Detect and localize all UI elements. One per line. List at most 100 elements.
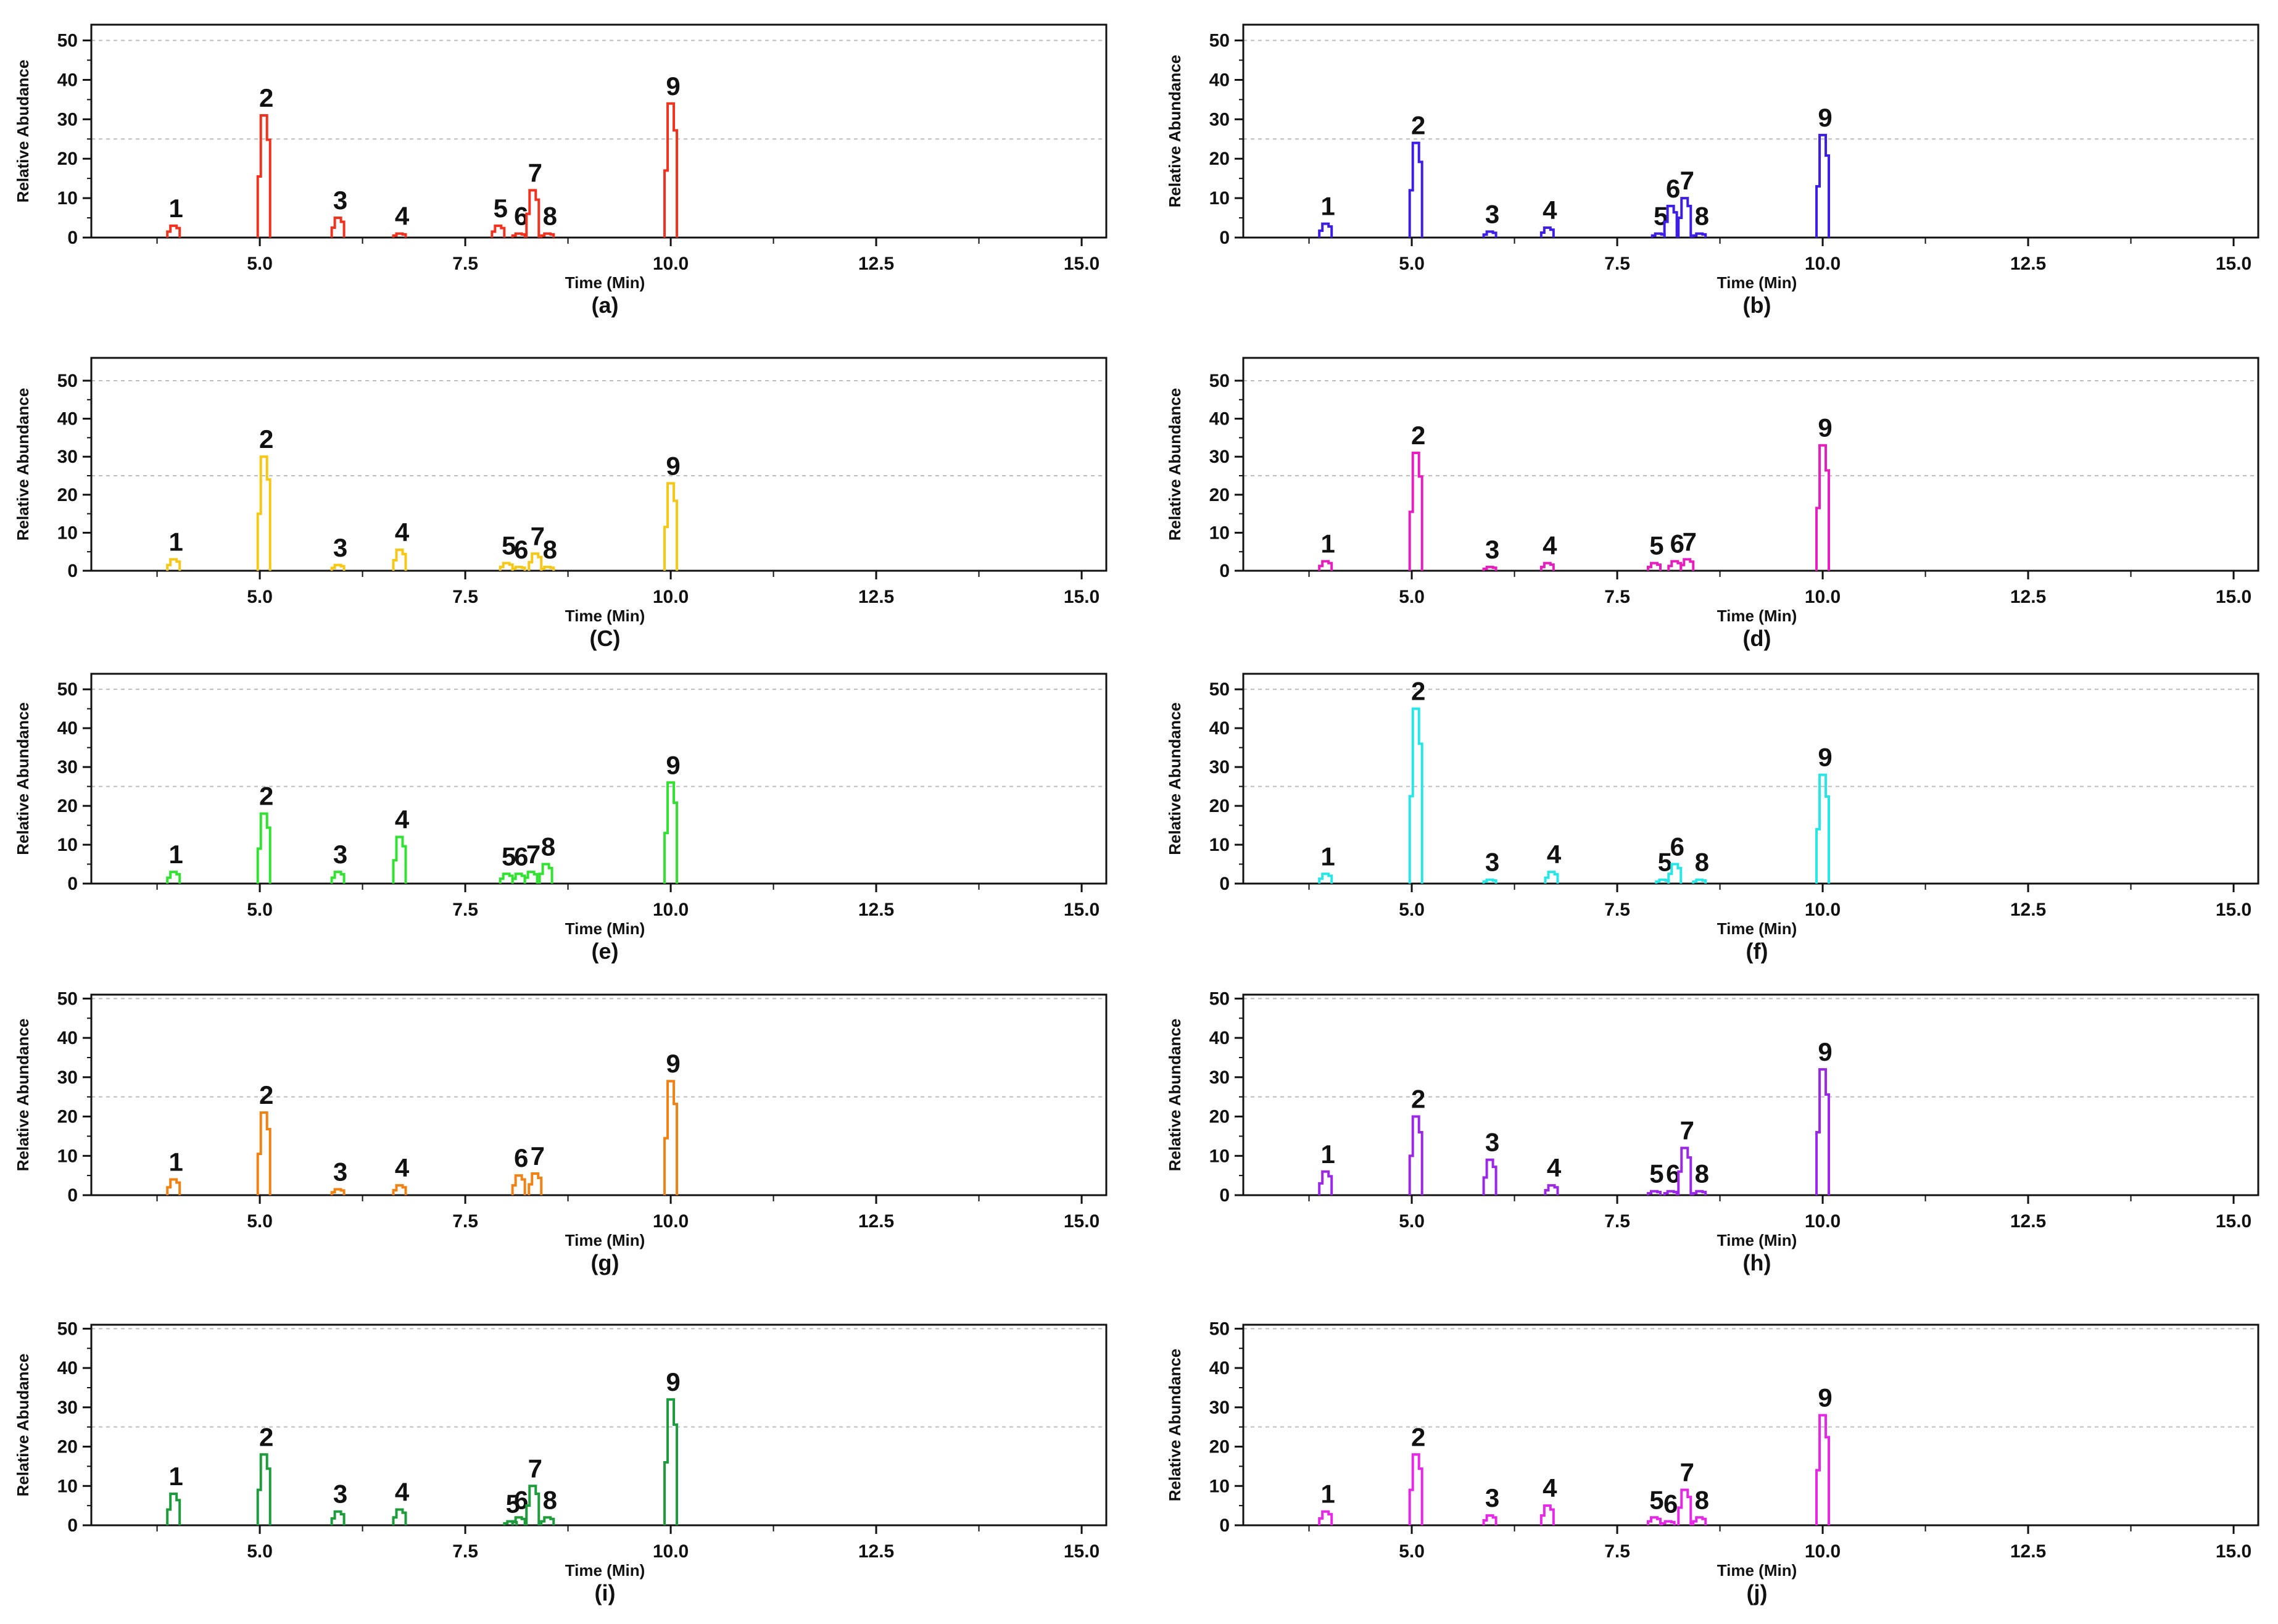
peak-label: 8	[1695, 848, 1709, 877]
peak-label: 8	[543, 202, 557, 231]
peak-trace	[1692, 878, 1707, 884]
y-tick-label: 20	[57, 1107, 78, 1127]
peak-trace	[1408, 1115, 1423, 1195]
peak-trace	[540, 1516, 555, 1525]
x-tick-label: 5.0	[247, 1541, 273, 1562]
y-tick-label: 0	[67, 874, 78, 894]
y-tick-label: 10	[1209, 1476, 1230, 1496]
y-tick-label: 50	[1209, 1319, 1230, 1339]
x-tick-label: 12.5	[858, 1211, 894, 1232]
y-tick-label: 30	[1209, 1067, 1230, 1088]
peak-trace	[1318, 1170, 1333, 1195]
peak-trace	[392, 835, 407, 884]
y-tick-label: 0	[67, 561, 78, 581]
x-tick-label: 10.0	[653, 1541, 689, 1562]
y-tick-label: 20	[1209, 1437, 1230, 1457]
y-tick-label: 0	[1219, 561, 1230, 581]
peak-trace	[1646, 1516, 1662, 1525]
y-tick-label: 20	[57, 796, 78, 816]
peak-label: 7	[531, 521, 545, 550]
peak-label: 6	[1663, 1489, 1678, 1518]
plot-frame	[90, 357, 1108, 572]
peak-trace	[511, 1516, 526, 1525]
y-tick-label: 10	[1209, 835, 1230, 855]
peak-trace	[523, 871, 539, 884]
chart-panel: 0 10 20 30 40 50 5.0 7.5 10.0 12.5 15.0 Time (Min) R…	[14, 23, 1108, 318]
x-tick-label: 5.0	[247, 1211, 273, 1232]
y-tick-label: 30	[1209, 757, 1230, 777]
peak-label: 9	[666, 1367, 680, 1396]
x-tick-label: 5.0	[1399, 1541, 1425, 1562]
panel-caption: (i)	[594, 1580, 615, 1605]
peak-label: 2	[259, 1422, 273, 1451]
peak-trace	[1646, 561, 1662, 571]
peak-trace	[1408, 1453, 1423, 1525]
x-tick-label: 7.5	[1604, 1211, 1630, 1232]
peak-label: 1	[1321, 842, 1335, 871]
y-tick-label: 10	[1209, 188, 1230, 209]
peak-label: 4	[395, 805, 410, 834]
peak-label: 1	[169, 840, 183, 869]
peak-label: 7	[1680, 166, 1694, 195]
peak-trace	[166, 224, 181, 238]
x-axis-label: Time (Min)	[1717, 919, 1797, 938]
peak-label: 2	[259, 83, 273, 112]
panel-caption: (h)	[1743, 1250, 1771, 1275]
peak-trace	[256, 812, 271, 884]
x-tick-label: 10.0	[653, 254, 689, 274]
peak-label: 2	[1411, 1085, 1425, 1114]
x-tick-label: 15.0	[1064, 900, 1100, 920]
peak-trace	[1482, 565, 1497, 571]
peak-trace	[528, 1172, 543, 1195]
peak-trace	[499, 561, 514, 571]
y-tick-label: 30	[57, 1398, 78, 1418]
peak-label: 4	[395, 1478, 410, 1507]
peak-label: 2	[1411, 1422, 1425, 1451]
peak-label: 4	[1547, 1153, 1562, 1182]
peak-trace	[1646, 1190, 1662, 1195]
x-tick-label: 15.0	[2216, 900, 2251, 920]
peak-label: 1	[1321, 192, 1335, 221]
y-axis-label: Relative Abudance	[14, 1354, 32, 1497]
peak-label: 9	[666, 1049, 680, 1078]
x-axis-label: Time (Min)	[565, 607, 645, 625]
x-tick-label: 5.0	[1399, 254, 1425, 274]
peak-trace	[330, 871, 346, 884]
peak-label: 6	[1666, 174, 1680, 203]
peak-trace	[1318, 560, 1333, 571]
peak-label: 9	[1818, 413, 1832, 442]
peak-label: 5	[1658, 848, 1672, 877]
peak-label: 1	[1321, 529, 1335, 558]
peak-label: 2	[1411, 421, 1425, 450]
y-tick-label: 30	[57, 757, 78, 777]
y-tick-label: 30	[1209, 109, 1230, 130]
y-tick-label: 0	[1219, 228, 1230, 248]
peak-label: 9	[666, 451, 680, 480]
y-axis-label: Relative Abundance	[14, 702, 32, 855]
peak-label: 7	[1680, 1458, 1694, 1487]
peak-trace	[166, 1493, 181, 1525]
y-tick-label: 0	[1219, 1185, 1230, 1206]
y-tick-label: 40	[57, 718, 78, 739]
y-axis-label: Relative Abundance	[1166, 702, 1184, 855]
x-tick-label: 12.5	[2010, 254, 2046, 274]
peak-trace	[330, 563, 346, 571]
peak-label: 5	[502, 842, 516, 871]
chart-panel: 0 10 20 30 40 50 5.0 7.5 10.0 12.5 15.0 Time (Min) R…	[1166, 357, 2259, 651]
x-tick-label: 10.0	[653, 587, 689, 607]
peak-trace	[1692, 232, 1707, 238]
peak-label: 7	[528, 1454, 542, 1483]
peak-label: 1	[169, 1462, 183, 1491]
peak-trace	[663, 1080, 679, 1195]
y-axis-label: Relative Abundance	[1166, 1349, 1184, 1502]
peak-trace	[1680, 558, 1695, 571]
peak-label: 3	[1485, 848, 1499, 877]
x-tick-label: 5.0	[247, 900, 273, 920]
panel-caption: (e)	[591, 938, 618, 964]
peak-label: 1	[1321, 1480, 1335, 1509]
peak-trace	[1408, 141, 1423, 238]
x-tick-label: 7.5	[1604, 1541, 1630, 1562]
peak-trace	[1539, 561, 1555, 571]
peak-label: 5	[1649, 1485, 1663, 1514]
